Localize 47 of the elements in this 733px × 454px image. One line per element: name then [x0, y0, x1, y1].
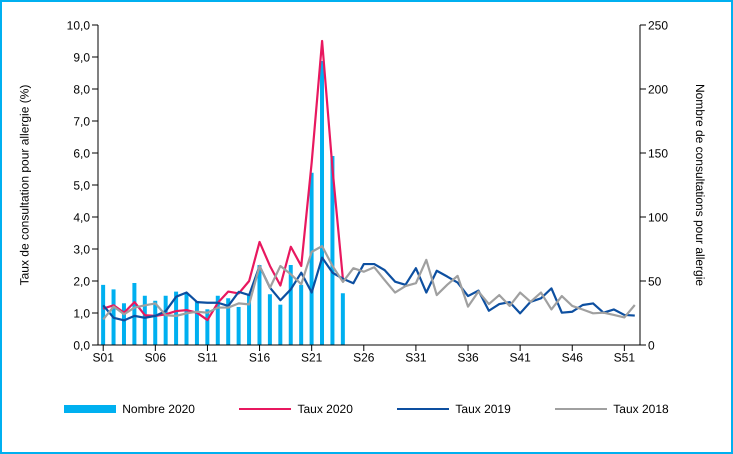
x-tick-label: S41: [509, 350, 532, 365]
y2-tick-label: 100: [648, 210, 668, 224]
y-tick-label: 8,0: [73, 82, 90, 96]
bar: [257, 265, 262, 345]
legend-label: Taux 2018: [613, 402, 669, 416]
line-series: [102, 245, 636, 320]
bar: [320, 60, 324, 345]
y2-tick-label: 200: [648, 82, 668, 96]
y2-axis-title: Nombre de consultations pour allergie: [692, 84, 707, 286]
x-tick-label: S31: [405, 350, 427, 365]
y-tick-label: 9,0: [73, 50, 90, 64]
legend-label: Taux 2020: [297, 402, 353, 416]
bar: [310, 172, 314, 345]
x-tick-label: S21: [300, 350, 323, 365]
y-tick-label: 3,0: [73, 242, 90, 256]
y-tick-label: 1,0: [73, 306, 90, 320]
line-series: [102, 256, 636, 322]
x-tick-label: S46: [562, 350, 584, 365]
y-tick-label: 7,0: [73, 114, 90, 128]
y2-tick-label: 0: [648, 338, 655, 352]
x-tick-label: S11: [197, 350, 218, 365]
bar: [278, 304, 282, 345]
x-tick-label: S26: [353, 350, 375, 365]
bar: [268, 294, 272, 345]
bar: [340, 293, 345, 345]
y-tick-label: 2,0: [73, 274, 90, 288]
y-tick-label: 0,0: [73, 338, 90, 352]
bar: [236, 306, 241, 345]
x-tick-label: S51: [614, 350, 636, 365]
bar: [101, 284, 106, 345]
x-tick-label: S01: [92, 350, 114, 365]
bar: [299, 284, 304, 345]
y-tick-label: 10,0: [66, 18, 90, 32]
legend-label: Nombre 2020: [122, 402, 195, 416]
y-tick-label: 6,0: [73, 146, 90, 160]
y2-tick-label: 150: [648, 146, 668, 160]
y-axis-title: Taux de consultation pour allergie (%): [17, 84, 32, 286]
bar: [288, 265, 293, 345]
line-series: [102, 40, 344, 322]
y2-tick-label: 50: [648, 274, 662, 288]
legend-label: Taux 2019: [455, 402, 511, 416]
y2-tick-label: 250: [648, 18, 668, 32]
x-tick-label: S36: [457, 350, 480, 365]
y-tick-label: 4,0: [73, 210, 90, 224]
x-tick-label: S06: [144, 350, 166, 365]
y-tick-label: 5,0: [73, 178, 90, 192]
x-tick-label: S16: [248, 350, 271, 365]
